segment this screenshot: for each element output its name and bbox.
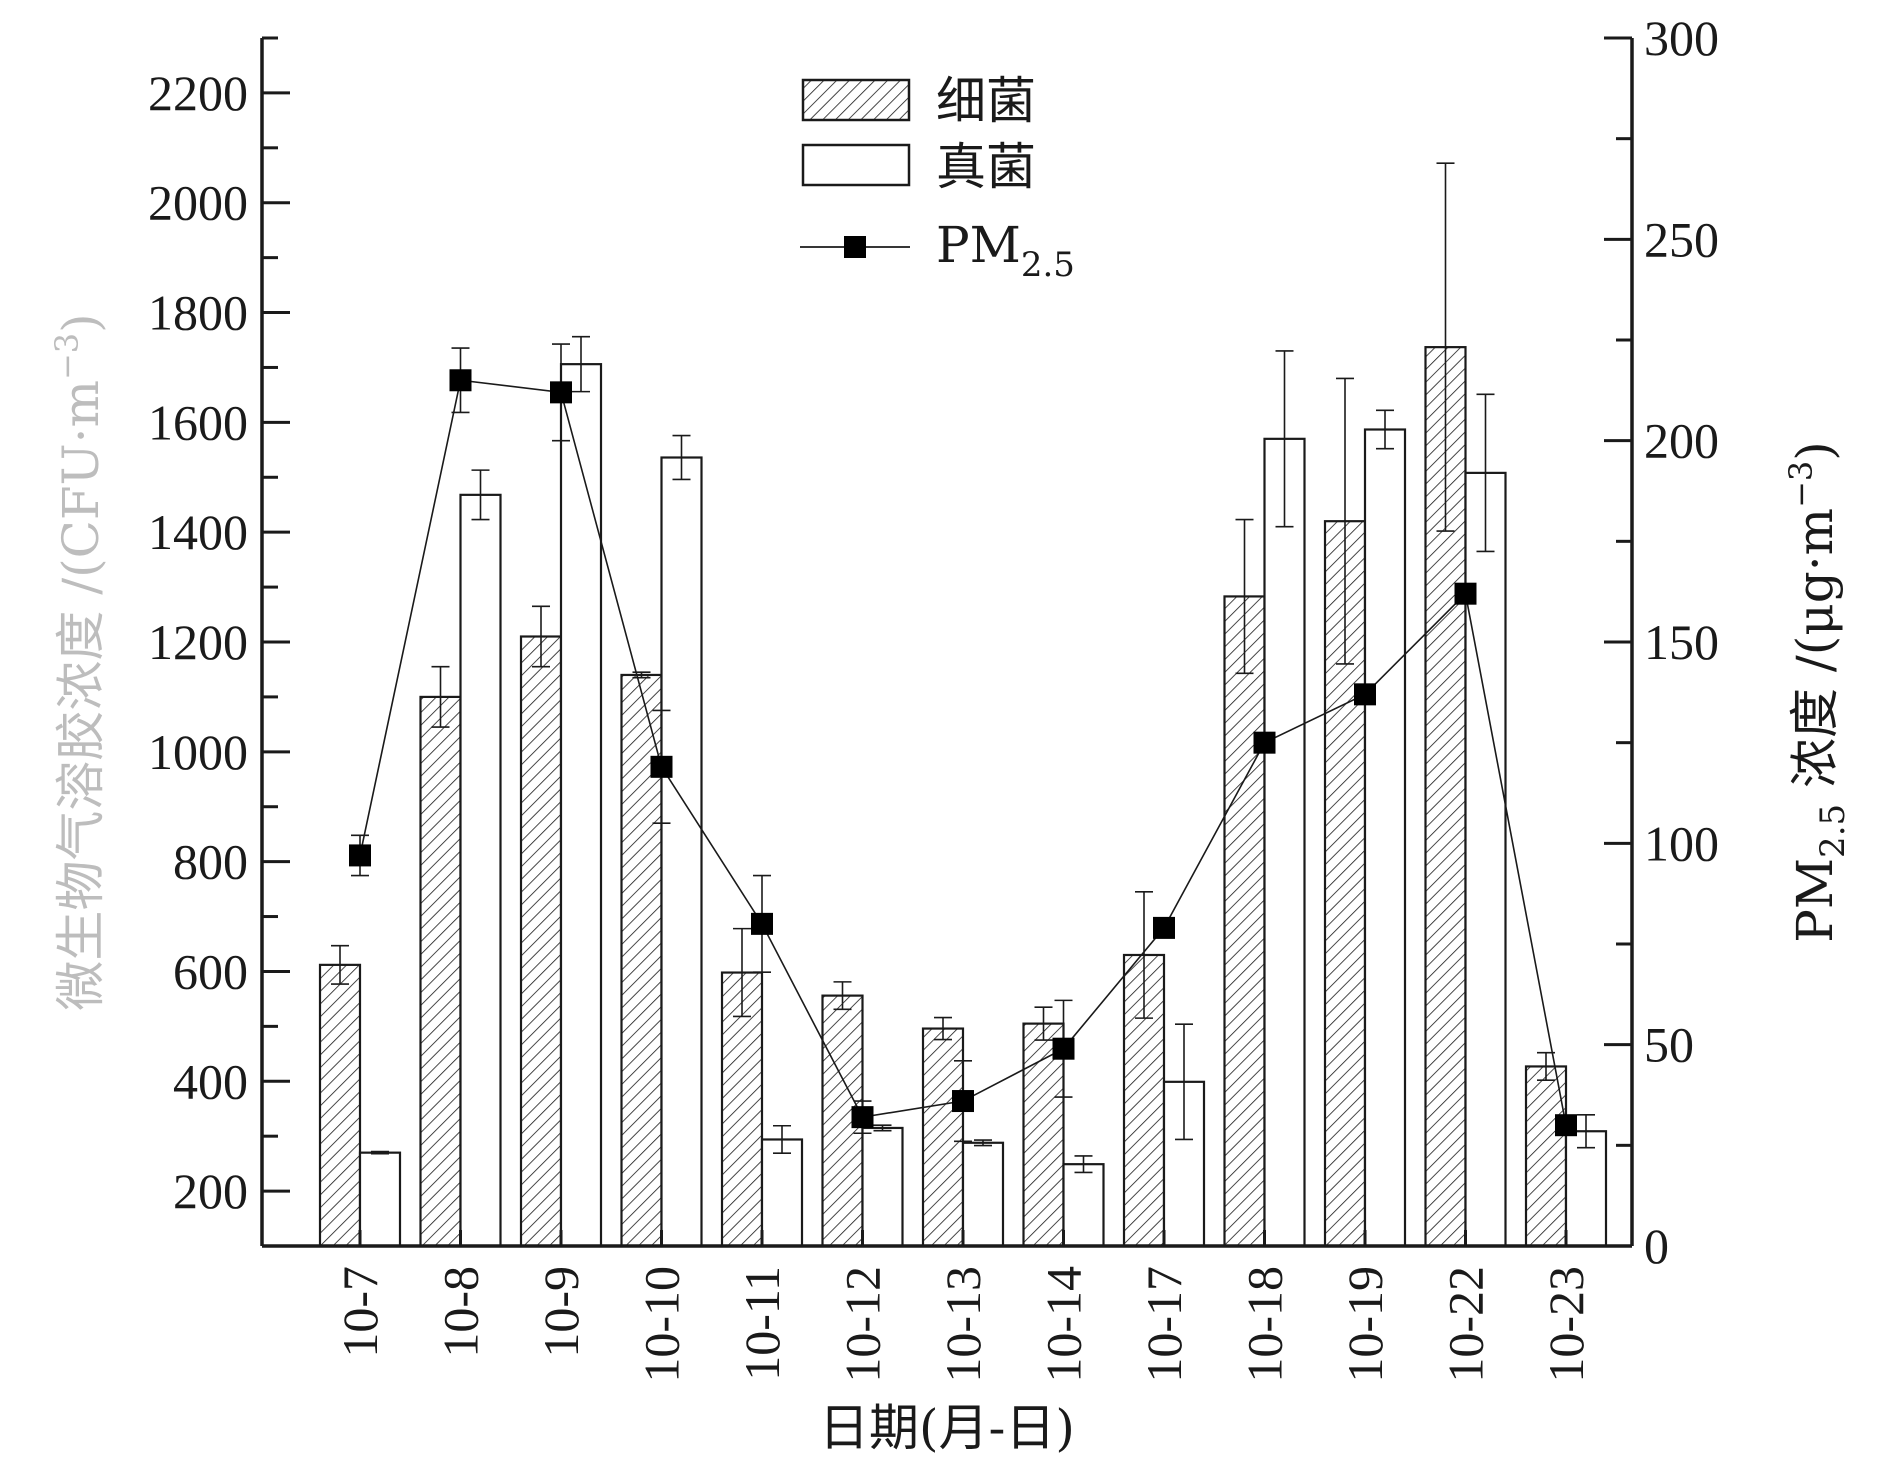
bacteria-bar bbox=[519, 635, 563, 1248]
fungi-error-bar bbox=[572, 335, 590, 393]
fungi-bar bbox=[559, 363, 603, 1248]
fungi-bar bbox=[358, 1151, 402, 1248]
fungi-error-bar bbox=[371, 1150, 389, 1155]
bacteria-error-bar bbox=[833, 981, 852, 1011]
pm25-marker bbox=[851, 1106, 874, 1129]
pm25-marker bbox=[449, 369, 472, 392]
left-axis-tick-label: 1000 bbox=[148, 724, 248, 780]
fungi-bar bbox=[861, 1126, 904, 1248]
x-axis-tick-label: 10-7 bbox=[332, 1266, 388, 1358]
fungi-bar bbox=[660, 456, 703, 1248]
x-axis-tick-label: 10-8 bbox=[433, 1266, 489, 1358]
left-axis-tick-label: 2000 bbox=[148, 175, 248, 231]
left-axis-tick-label: 400 bbox=[173, 1053, 248, 1109]
fungi-bar bbox=[961, 1141, 1005, 1248]
pm25-marker bbox=[1052, 1037, 1075, 1060]
x-axis-tick-label: 10-9 bbox=[533, 1266, 589, 1358]
legend-swatch-fungi bbox=[801, 143, 911, 187]
left-axis-title: 微生物气溶胶浓度 /(CFU·m−3) bbox=[48, 313, 110, 1010]
fungi-error-bar bbox=[1577, 1113, 1595, 1149]
fungi-bar bbox=[1062, 1163, 1105, 1248]
left-axis-tick-label: 2200 bbox=[148, 65, 248, 121]
bacteria-error-bar bbox=[934, 1016, 952, 1041]
fungi-error-bar bbox=[471, 469, 490, 521]
right-axis-tick-label: 250 bbox=[1644, 211, 1719, 267]
pm25-marker bbox=[952, 1090, 974, 1113]
pm25-marker bbox=[1253, 731, 1276, 754]
bacteria-error-bar bbox=[733, 927, 751, 1018]
fungi-bar bbox=[1363, 428, 1407, 1248]
bacteria-bar bbox=[1022, 1022, 1065, 1248]
axes-layer: 2004006008001000120014001600180020002200… bbox=[48, 10, 1853, 1457]
bacteria-bar bbox=[1223, 595, 1266, 1248]
bacteria-bar bbox=[419, 695, 462, 1248]
bacteria-error-bar bbox=[1336, 377, 1354, 665]
pm25-line-layer bbox=[349, 343, 1577, 1143]
left-axis-tick-label: 1200 bbox=[148, 614, 248, 670]
x-axis-tick-label: 10-19 bbox=[1337, 1266, 1393, 1383]
legend-label-pm25: PM2.5 bbox=[936, 216, 1075, 285]
left-axis-tick-label: 1400 bbox=[148, 504, 248, 560]
right-axis-tick-label: 0 bbox=[1644, 1218, 1669, 1274]
bacteria-bar bbox=[720, 971, 764, 1248]
bacteria-bar bbox=[318, 963, 362, 1248]
left-axis-tick-label: 200 bbox=[173, 1163, 248, 1219]
fungi-bar bbox=[459, 493, 502, 1248]
fungi-error-bar bbox=[974, 1139, 992, 1147]
x-axis-tick-label: 10-23 bbox=[1538, 1266, 1594, 1383]
bacteria-error-bar bbox=[532, 605, 550, 668]
x-axis-tick-label: 10-11 bbox=[734, 1266, 790, 1381]
pm25-marker bbox=[550, 381, 572, 404]
pm25-marker bbox=[1454, 582, 1477, 605]
left-axis-tick-label: 600 bbox=[173, 943, 248, 999]
bacteria-error-bar bbox=[1235, 518, 1254, 675]
bacteria-error-bar bbox=[431, 665, 450, 728]
fungi-error-bar bbox=[773, 1124, 791, 1155]
x-axis-tick-label: 10-13 bbox=[935, 1266, 991, 1383]
fungi-error-bar bbox=[672, 434, 691, 481]
right-axis-tick-label: 150 bbox=[1644, 614, 1719, 670]
right-axis-tick-label: 50 bbox=[1644, 1017, 1694, 1073]
pm25-marker bbox=[1555, 1114, 1577, 1137]
x-axis-tick-label: 10-22 bbox=[1438, 1266, 1494, 1383]
left-axis-tick-label: 800 bbox=[173, 834, 248, 890]
legend-swatch-bacteria bbox=[801, 78, 911, 122]
fungi-error-bar bbox=[873, 1124, 892, 1132]
fungi-bar bbox=[760, 1138, 804, 1248]
right-axis-tick-label: 100 bbox=[1644, 815, 1719, 871]
right-axis-tick-label: 300 bbox=[1644, 10, 1719, 66]
x-axis-tick-label: 10-12 bbox=[835, 1266, 891, 1383]
x-axis-tick-label: 10-14 bbox=[1036, 1266, 1092, 1383]
legend-marker-pm25 bbox=[844, 236, 866, 258]
pm25-marker bbox=[349, 844, 371, 867]
bacteria-error-bar bbox=[331, 944, 349, 985]
left-axis-tick-label: 1600 bbox=[148, 394, 248, 450]
x-axis-tick-label: 10-10 bbox=[634, 1266, 690, 1383]
pm25-marker bbox=[1153, 916, 1175, 939]
x-axis-tick-label: 10-17 bbox=[1136, 1266, 1192, 1383]
bacteria-error-bar bbox=[1034, 1006, 1053, 1041]
legend-label-fungi: 真菌 bbox=[936, 138, 1036, 196]
left-axis-tick-label: 1800 bbox=[148, 285, 248, 341]
bacteria-error-bar bbox=[1436, 162, 1455, 532]
fungi-error-bar bbox=[1376, 409, 1394, 450]
fungi-error-bar bbox=[1175, 1023, 1193, 1141]
fungi-error-bar bbox=[1275, 350, 1294, 528]
fungi-bar bbox=[1263, 437, 1306, 1248]
pm25-marker bbox=[751, 912, 773, 935]
bars-layer bbox=[318, 162, 1608, 1248]
pm25-marker bbox=[1354, 683, 1376, 706]
fungi-error-bar bbox=[1476, 393, 1495, 553]
bacteria-error-bar bbox=[1135, 891, 1153, 1019]
x-axis-tick-label: 10-18 bbox=[1237, 1266, 1293, 1383]
right-axis-tick-label: 200 bbox=[1644, 413, 1719, 469]
x-axis-title: 日期(月-日) bbox=[819, 1399, 1075, 1457]
right-axis-title: PM2.5 浓度 /(μg·m−3) bbox=[1782, 441, 1853, 943]
fungi-error-bar bbox=[1074, 1155, 1093, 1174]
legend-label-bacteria: 细菌 bbox=[936, 72, 1036, 130]
pm25-marker bbox=[650, 755, 673, 778]
